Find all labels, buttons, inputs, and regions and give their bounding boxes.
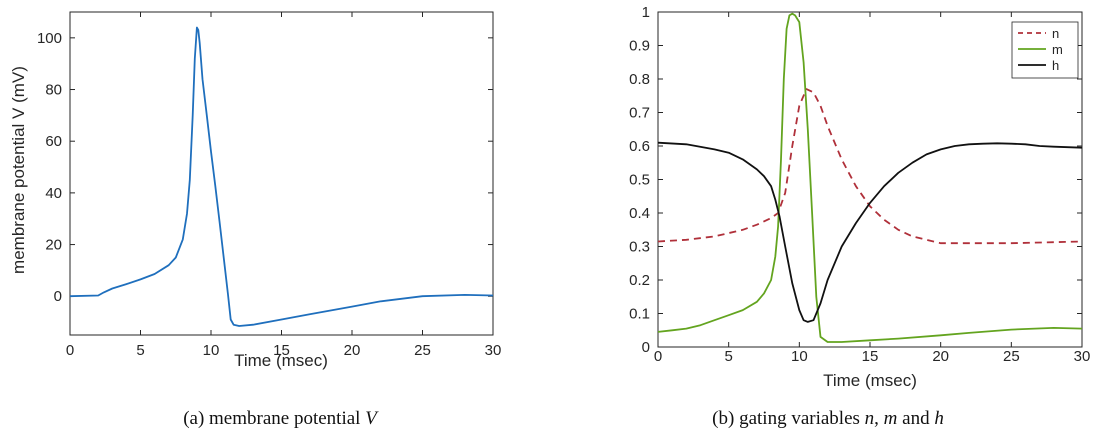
y-tick-label: 20 xyxy=(45,237,62,254)
x-tick-label: 15 xyxy=(273,342,290,359)
panel-b-x-axis-label: Time (msec) xyxy=(823,371,917,390)
y-tick-label: 100 xyxy=(37,30,62,47)
caption-a-variable: V xyxy=(365,408,377,429)
caption-a: (a) membrane potential V xyxy=(0,408,560,430)
legend-label-h: h xyxy=(1052,58,1059,73)
legend-box xyxy=(1011,21,1079,79)
panel-a-series xyxy=(69,26,494,327)
series-line-m xyxy=(657,12,1083,343)
x-tick-label: 25 xyxy=(1003,348,1020,365)
y-tick-label: 1 xyxy=(642,4,650,21)
panel-a-plot-frame xyxy=(69,11,494,336)
panel-b-y-tick-labels: 0 0.1 0.2 0.3 0.4 0.5 0.6 0.7 0.8 0.9 1 xyxy=(629,4,650,356)
panel-a-y-tick-labels: 0 20 40 60 80 100 xyxy=(37,30,62,305)
x-tick-label: 10 xyxy=(791,348,808,365)
caption-b-var-n: n xyxy=(864,408,875,429)
y-tick-label: 0 xyxy=(54,288,62,305)
x-tick-label: 20 xyxy=(344,342,361,359)
y-tick-label: 0.8 xyxy=(629,71,650,88)
panel-b: 0 5 10 15 20 25 30 0 0.1 0.2 0.3 0.4 0.5 0.6 0.7 0.8 0.… xyxy=(629,4,1090,390)
panel-b-legend: nmh xyxy=(1011,21,1079,79)
x-tick-label: 10 xyxy=(203,342,220,359)
legend-label-m: m xyxy=(1052,42,1063,57)
series-line-V xyxy=(69,26,494,327)
series-line-h xyxy=(657,141,1083,323)
x-tick-label: 15 xyxy=(862,348,879,365)
y-tick-label: 0.5 xyxy=(629,172,650,189)
y-tick-label: 60 xyxy=(45,133,62,150)
series-line-n xyxy=(657,88,1083,245)
x-tick-label: 30 xyxy=(1074,348,1091,365)
y-tick-label: 0.1 xyxy=(629,306,650,323)
legend-label-n: n xyxy=(1052,26,1059,41)
panel-a-ticks xyxy=(69,12,494,335)
caption-b-sep2: and xyxy=(897,408,935,429)
panel-b-series xyxy=(657,12,1083,343)
panel-a-x-axis-label: Time (msec) xyxy=(234,351,328,370)
panel-a-x-tick-labels: 0 5 10 15 20 25 30 xyxy=(66,342,502,359)
y-tick-label: 0.6 xyxy=(629,138,650,155)
caption-b-var-m: m xyxy=(883,408,898,429)
panel-a: 0 5 10 15 20 25 30 0 20 40 60 80 100 Time (msec) me… xyxy=(9,11,502,370)
caption-b: (b) gating variables n, m and h xyxy=(560,408,1096,430)
caption-b-var-h: h xyxy=(934,408,944,429)
y-tick-label: 0.9 xyxy=(629,38,650,55)
y-tick-label: 0 xyxy=(642,339,650,356)
y-tick-label: 0.7 xyxy=(629,105,650,122)
x-tick-label: 25 xyxy=(414,342,431,359)
y-tick-label: 40 xyxy=(45,185,62,202)
x-tick-label: 30 xyxy=(485,342,502,359)
caption-b-sep1: , xyxy=(874,408,884,429)
x-tick-label: 20 xyxy=(932,348,949,365)
panel-a-y-axis-label: membrane potential V (mV) xyxy=(9,66,28,274)
y-tick-label: 0.3 xyxy=(629,239,650,256)
caption-b-text: (b) gating variables xyxy=(712,408,865,429)
y-tick-label: 0.2 xyxy=(629,272,650,289)
y-tick-label: 0.4 xyxy=(629,205,650,222)
y-tick-label: 80 xyxy=(45,82,62,99)
x-tick-label: 5 xyxy=(136,342,144,359)
x-tick-label: 5 xyxy=(724,348,732,365)
x-tick-label: 0 xyxy=(66,342,74,359)
x-tick-label: 0 xyxy=(654,348,662,365)
caption-a-text: (a) membrane potential xyxy=(183,408,366,429)
legend-items: nmh xyxy=(1018,26,1063,73)
panel-b-x-tick-labels: 0 5 10 15 20 25 30 xyxy=(654,348,1091,365)
